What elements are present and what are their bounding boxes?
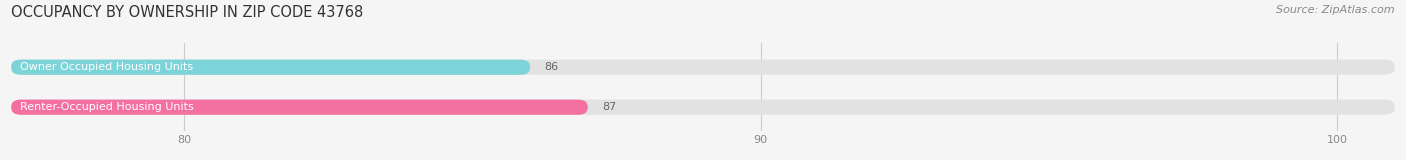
Text: 86: 86: [544, 62, 558, 72]
Text: 87: 87: [602, 102, 616, 112]
Text: OCCUPANCY BY OWNERSHIP IN ZIP CODE 43768: OCCUPANCY BY OWNERSHIP IN ZIP CODE 43768: [11, 5, 364, 20]
FancyBboxPatch shape: [11, 100, 1395, 115]
FancyBboxPatch shape: [11, 60, 1395, 75]
Text: Renter-Occupied Housing Units: Renter-Occupied Housing Units: [20, 102, 194, 112]
Text: Source: ZipAtlas.com: Source: ZipAtlas.com: [1277, 5, 1395, 15]
FancyBboxPatch shape: [11, 100, 588, 115]
Text: Owner Occupied Housing Units: Owner Occupied Housing Units: [20, 62, 193, 72]
FancyBboxPatch shape: [11, 60, 530, 75]
